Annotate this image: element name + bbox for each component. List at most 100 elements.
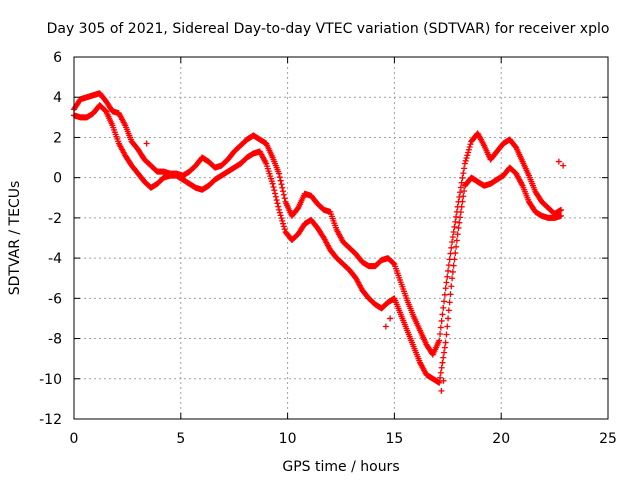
data-point — [464, 152, 471, 159]
data-point — [560, 162, 567, 169]
data-point — [449, 268, 456, 275]
data-point — [275, 203, 282, 210]
data-point — [450, 262, 457, 269]
data-point — [461, 160, 468, 167]
data-point — [277, 177, 284, 184]
data-point — [457, 189, 464, 196]
data-point — [279, 217, 286, 224]
data-point — [558, 212, 565, 219]
data-point — [387, 315, 394, 322]
x-tick-label: 5 — [176, 431, 185, 447]
data-point — [467, 141, 474, 148]
data-point — [457, 184, 464, 191]
data-point — [143, 140, 150, 147]
data-point — [281, 226, 288, 233]
y-tick-label: -8 — [48, 332, 62, 348]
data-point — [452, 218, 459, 225]
data-point — [440, 354, 447, 361]
data-point — [436, 379, 443, 386]
data-point — [443, 279, 450, 286]
x-tick-labels: 0 5 10 15 20 25 — [70, 431, 617, 447]
data-point — [558, 206, 565, 213]
data-point — [437, 369, 444, 376]
x-tick-label: 25 — [599, 431, 617, 447]
data-point — [441, 298, 448, 305]
data-point — [437, 374, 444, 381]
data-point — [438, 317, 445, 324]
data-point — [454, 231, 461, 238]
data-point — [440, 304, 447, 311]
y-tick-label: 0 — [53, 171, 62, 187]
data-point — [457, 209, 464, 216]
data-point — [439, 311, 446, 318]
data-point — [436, 337, 443, 344]
y-tick-labels: -12 -10 -8 -6 -4 -2 0 2 4 6 — [39, 50, 62, 428]
data-point — [449, 233, 456, 240]
data-point — [466, 143, 473, 150]
data-point — [441, 344, 448, 351]
data-point — [280, 188, 287, 195]
data-point — [458, 203, 465, 210]
data-point — [465, 146, 472, 153]
data-point — [280, 191, 287, 198]
y-tick-label: -10 — [39, 372, 62, 388]
x-axis-label: GPS time / hours — [282, 459, 399, 475]
data-point — [451, 256, 458, 263]
data-point — [458, 179, 465, 186]
data-point — [278, 215, 285, 222]
data-point — [449, 239, 456, 246]
data-point — [461, 165, 468, 172]
data-point — [279, 184, 286, 191]
data-point — [273, 197, 280, 204]
y-tick-label: 2 — [53, 130, 62, 146]
data-point — [441, 291, 448, 298]
data-point — [442, 285, 449, 292]
data-point — [463, 155, 470, 162]
data-point — [460, 170, 467, 177]
data-point — [271, 187, 278, 194]
data-point — [437, 324, 444, 331]
data-point — [281, 195, 288, 202]
x-tick-label: 20 — [492, 431, 510, 447]
data-point — [448, 244, 455, 251]
data-point — [452, 250, 459, 257]
data-point — [442, 339, 449, 346]
data-point — [272, 190, 279, 197]
chart-title: Day 305 of 2021, Sidereal Day-to-day VTE… — [47, 21, 610, 37]
x-tick-label: 10 — [279, 431, 297, 447]
y-tick-label: -2 — [48, 211, 62, 227]
data-point — [444, 323, 451, 330]
data-point — [276, 174, 283, 181]
grid — [74, 57, 608, 419]
data-point — [269, 180, 276, 187]
data-point — [450, 228, 457, 235]
data-point — [280, 223, 287, 230]
data-point — [446, 299, 453, 306]
x-tick-label: 0 — [70, 431, 79, 447]
data-marks — [71, 90, 567, 394]
data-point — [465, 149, 472, 156]
data-point — [456, 219, 463, 226]
data-point — [440, 377, 447, 384]
y-axis-label: SDTVAR / TECUs — [7, 181, 23, 296]
data-point — [274, 200, 281, 207]
data-point — [451, 223, 458, 230]
data-point — [445, 267, 452, 274]
data-point — [280, 220, 287, 227]
data-point — [278, 181, 285, 188]
data-point — [277, 212, 284, 219]
data-point — [461, 187, 468, 194]
data-point — [443, 331, 450, 338]
data-point — [382, 323, 389, 330]
data-point — [438, 387, 445, 394]
data-point — [447, 291, 454, 298]
data-point — [270, 183, 277, 190]
x-tick-label: 15 — [385, 431, 403, 447]
data-point — [276, 209, 283, 216]
data-point — [448, 283, 455, 290]
data-point — [462, 157, 469, 164]
data-point — [444, 273, 451, 280]
plot-frame — [73, 56, 609, 420]
tick-marks — [73, 56, 609, 420]
